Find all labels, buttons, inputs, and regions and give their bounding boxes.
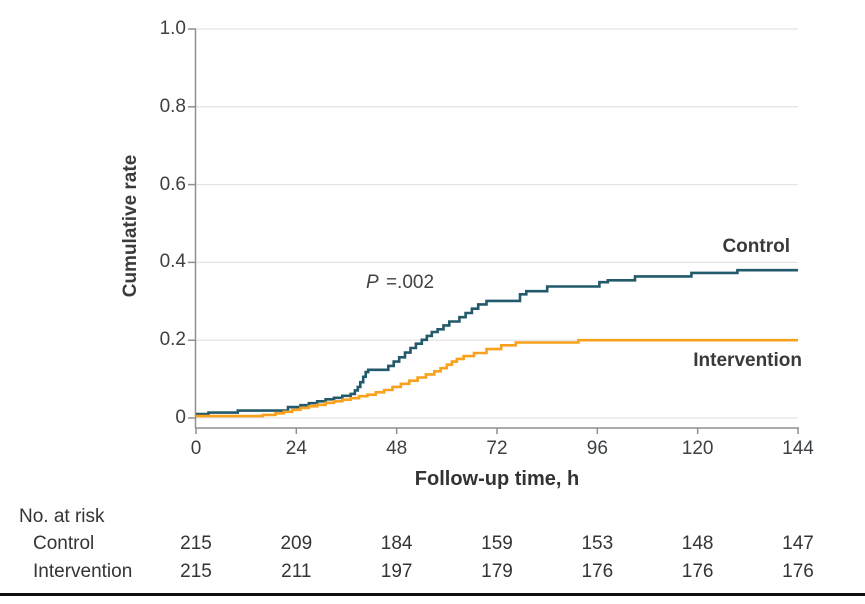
y-axis-title: Cumulative rate (120, 154, 141, 298)
x-tick-label: 0 (190, 438, 202, 459)
risk-value: 176 (782, 561, 814, 582)
series-label-control: Control (722, 236, 790, 257)
series-label-intervention: Intervention (693, 350, 802, 371)
risk-value: 215 (180, 533, 212, 554)
risk-value: 147 (782, 533, 814, 554)
y-tick-label: 1.0 (159, 18, 186, 39)
x-tick-label: 120 (681, 438, 714, 459)
p-value-text: =.002 (380, 272, 435, 293)
risk-value: 176 (681, 561, 714, 582)
risk-table-header: No. at risk (19, 506, 105, 527)
x-axis-title: Follow-up time, h (414, 468, 580, 490)
bottom-rule (0, 593, 865, 596)
x-tick-label: 48 (386, 438, 408, 459)
risk-value: 176 (581, 561, 614, 582)
risk-row-label-control: Control (33, 533, 95, 554)
p-value-symbol: P (366, 272, 379, 293)
risk-value: 148 (681, 533, 714, 554)
risk-value: 184 (380, 533, 413, 554)
y-tick-label: 0.4 (159, 251, 186, 273)
p-value-annotation: P =.002 (366, 272, 434, 294)
risk-value: 215 (180, 561, 212, 582)
intervention-curve (196, 338, 798, 418)
y-tick-label: 0.8 (159, 95, 186, 117)
risk-row-label-intervention: Intervention (33, 561, 133, 582)
risk-value: 209 (280, 533, 313, 554)
risk-value: 211 (281, 561, 312, 582)
risk-value: 179 (481, 561, 513, 582)
x-tick-label: 96 (586, 438, 608, 459)
x-tick-label: 72 (486, 438, 508, 459)
y-tick-label: 0 (175, 407, 186, 428)
risk-value: 159 (481, 533, 513, 554)
x-tick-label: 24 (285, 438, 307, 459)
x-tick-label: 144 (782, 438, 814, 459)
risk-value: 153 (581, 533, 614, 554)
y-tick-label: 0.6 (159, 173, 186, 195)
control-curve (196, 268, 798, 416)
y-tick-label: 0.2 (159, 329, 186, 351)
risk-value: 197 (380, 561, 413, 582)
